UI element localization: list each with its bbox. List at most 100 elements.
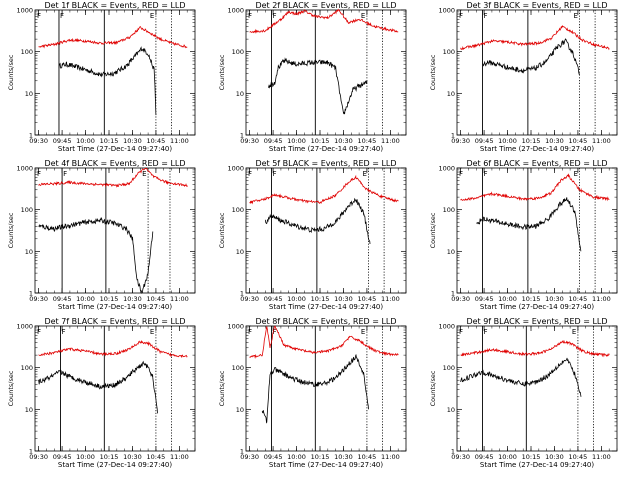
x-tick-label: 10:15 bbox=[311, 453, 330, 461]
panel-7: Det 7f BLACK = Events, RED = LLD 1 10 100 10… bbox=[7, 317, 196, 469]
x-tick-label: 10:15 bbox=[100, 453, 119, 461]
x-tick-label: 09:45 bbox=[475, 137, 494, 145]
y-tick-label: 100 bbox=[21, 48, 33, 56]
x-tick-label: 10:45 bbox=[147, 295, 166, 303]
y-tick-label: 100 bbox=[232, 206, 244, 214]
x-tick-label: 10:00 bbox=[498, 137, 517, 145]
marker-e: E bbox=[361, 12, 365, 20]
events-series-line bbox=[261, 354, 369, 424]
lld-series-line bbox=[460, 173, 610, 202]
x-tick-label: 11:00 bbox=[592, 295, 611, 303]
y-tick-label: 10 bbox=[447, 90, 455, 98]
y-tick-label: 100 bbox=[443, 206, 455, 214]
x-tick-label: 10:45 bbox=[358, 137, 377, 145]
panel-1: Det 1f BLACK = Events, RED = LLD 1 10 100 10… bbox=[7, 1, 196, 153]
panel-title: Det 4f BLACK = Events, RED = LLD bbox=[44, 159, 185, 168]
x-tick-label: 10:15 bbox=[311, 137, 330, 145]
plot-frame bbox=[34, 9, 196, 136]
y-tick-label: 100 bbox=[21, 364, 33, 372]
y-axis-label: Counts/sec bbox=[429, 370, 437, 406]
marker-f: F bbox=[484, 328, 488, 336]
x-tick-label: 09:45 bbox=[475, 453, 494, 461]
x-axis-label: Start Time (27-Dec-14 09:27:40) bbox=[480, 461, 594, 469]
x-axis-label: Start Time (27-Dec-14 09:27:40) bbox=[58, 303, 172, 311]
y-axis-label: Counts/sec bbox=[218, 54, 226, 90]
events-series-line bbox=[476, 197, 582, 252]
x-axis-label: Start Time (27-Dec-14 09:27:40) bbox=[269, 303, 383, 311]
x-tick-label: 10:15 bbox=[311, 295, 330, 303]
y-tick-label: 1 bbox=[240, 290, 244, 298]
marker-f: F bbox=[484, 12, 488, 20]
y-tick-label: 10 bbox=[236, 90, 244, 98]
x-tick-label: 09:45 bbox=[264, 137, 283, 145]
marker-e: E bbox=[573, 170, 577, 178]
x-tick-label: 10:45 bbox=[358, 295, 377, 303]
marker-f-left: F bbox=[459, 170, 463, 178]
panel-2: Det 2f BLACK = Events, RED = LLD 1 10 100 10… bbox=[218, 1, 407, 153]
x-axis-label: Start Time (27-Dec-14 09:27:40) bbox=[269, 461, 383, 469]
x-tick-label: 10:45 bbox=[147, 137, 166, 145]
marker-f-left: F bbox=[459, 12, 463, 20]
marker-f: F bbox=[63, 170, 67, 178]
x-tick-label: 10:00 bbox=[76, 295, 95, 303]
x-tick-label: 09:30 bbox=[240, 295, 259, 303]
x-tick-label: 10:45 bbox=[147, 453, 166, 461]
x-tick-label: 10:45 bbox=[569, 295, 588, 303]
lld-series-line bbox=[460, 340, 610, 358]
x-tick-label: 11:00 bbox=[592, 453, 611, 461]
events-series-line bbox=[482, 38, 580, 75]
y-tick-label: 1000 bbox=[438, 7, 455, 15]
marker-f-left: F bbox=[37, 12, 41, 20]
panel-title: Det 3f BLACK = Events, RED = LLD bbox=[466, 1, 607, 10]
plot-frame bbox=[245, 9, 407, 136]
y-tick-label: 1 bbox=[451, 132, 455, 140]
lld-series-line bbox=[249, 325, 399, 359]
plot-frame bbox=[456, 9, 618, 136]
x-tick-label: 11:00 bbox=[592, 137, 611, 145]
x-tick-label: 11:00 bbox=[381, 137, 400, 145]
panel-title: Det 2f BLACK = Events, RED = LLD bbox=[255, 1, 396, 10]
y-tick-label: 1000 bbox=[16, 7, 33, 15]
x-axis-label: Start Time (27-Dec-14 09:27:40) bbox=[58, 145, 172, 153]
x-tick-label: 09:45 bbox=[53, 137, 72, 145]
x-tick-label: 10:15 bbox=[100, 137, 119, 145]
y-tick-label: 1000 bbox=[227, 7, 244, 15]
marker-f: F bbox=[484, 170, 488, 178]
x-tick-label: 09:30 bbox=[240, 453, 259, 461]
y-tick-label: 1 bbox=[451, 290, 455, 298]
y-tick-label: 1000 bbox=[438, 323, 455, 331]
x-tick-label: 09:45 bbox=[264, 453, 283, 461]
y-tick-label: 1000 bbox=[16, 165, 33, 173]
lld-series-line bbox=[249, 174, 399, 205]
marker-f-left: F bbox=[248, 328, 252, 336]
x-tick-label: 10:45 bbox=[569, 453, 588, 461]
panel-title: Det 7f BLACK = Events, RED = LLD bbox=[44, 317, 185, 326]
plot-frame bbox=[456, 167, 618, 294]
x-tick-label: 09:30 bbox=[29, 295, 48, 303]
y-tick-label: 1000 bbox=[227, 165, 244, 173]
events-series-line bbox=[38, 216, 154, 294]
x-tick-label: 11:00 bbox=[170, 453, 189, 461]
marker-f-left: F bbox=[37, 170, 41, 178]
marker-e: E bbox=[362, 170, 366, 178]
marker-f: F bbox=[60, 12, 64, 20]
x-axis-label: Start Time (27-Dec-14 09:27:40) bbox=[269, 145, 383, 153]
y-tick-label: 1 bbox=[29, 290, 33, 298]
y-tick-label: 100 bbox=[443, 48, 455, 56]
y-tick-label: 100 bbox=[232, 364, 244, 372]
lld-series-line bbox=[38, 167, 188, 188]
x-axis-label: Start Time (27-Dec-14 09:27:40) bbox=[58, 461, 172, 469]
y-axis-label: Counts/sec bbox=[429, 54, 437, 90]
x-tick-label: 10:30 bbox=[334, 453, 353, 461]
lld-series-line bbox=[38, 26, 188, 49]
y-tick-label: 1000 bbox=[227, 323, 244, 331]
panel-title: Det 1f BLACK = Events, RED = LLD bbox=[44, 1, 185, 10]
events-series-line bbox=[268, 57, 368, 115]
y-tick-label: 10 bbox=[25, 406, 33, 414]
panel-4: Det 4f BLACK = Events, RED = LLD 1 10 100 10… bbox=[7, 159, 196, 311]
plot-frame bbox=[245, 167, 407, 294]
x-tick-label: 09:30 bbox=[29, 137, 48, 145]
x-tick-label: 09:45 bbox=[53, 453, 72, 461]
marker-f-left: F bbox=[37, 328, 41, 336]
